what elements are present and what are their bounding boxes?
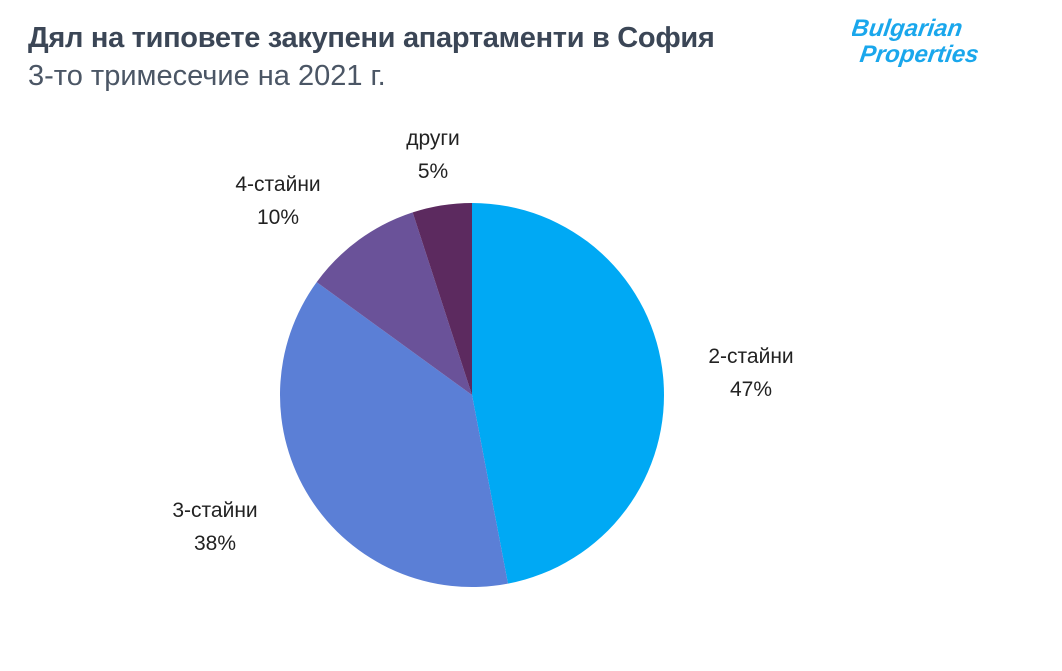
- svg-text:Properties: Properties: [858, 41, 980, 68]
- slice-category: други: [406, 127, 460, 150]
- slice-label-2-rooms: 2-стайни 47%: [708, 340, 793, 406]
- slice-percent: 47%: [729, 378, 773, 401]
- pie-slice-3: [412, 203, 472, 395]
- pie-slice-0: [472, 203, 665, 584]
- chart-subtitle: 3-то тримесечие на 2021 г.: [28, 60, 386, 92]
- chart-title: Дял на типовете закупени апартаменти в С…: [28, 22, 715, 54]
- pie-slice-1: [279, 282, 508, 588]
- slice-percent: 10%: [256, 206, 300, 229]
- bulgarian-properties-logo: Bulgarian Properties: [852, 15, 981, 68]
- slice-percent: 5%: [417, 160, 449, 183]
- svg-text:Bulgarian: Bulgarian: [852, 15, 964, 42]
- slice-label-3-rooms: 3-стайни 38%: [172, 494, 257, 560]
- pie-slice-2: [316, 212, 472, 395]
- slice-category: 4-стайни: [235, 173, 321, 196]
- slice-category: 2-стайни: [708, 345, 794, 368]
- slice-category: 3-стайни: [172, 499, 258, 522]
- slice-percent: 38%: [193, 532, 237, 555]
- slice-label-4-rooms: 4-стайни 10%: [235, 168, 320, 234]
- slice-label-other: други 5%: [406, 122, 460, 188]
